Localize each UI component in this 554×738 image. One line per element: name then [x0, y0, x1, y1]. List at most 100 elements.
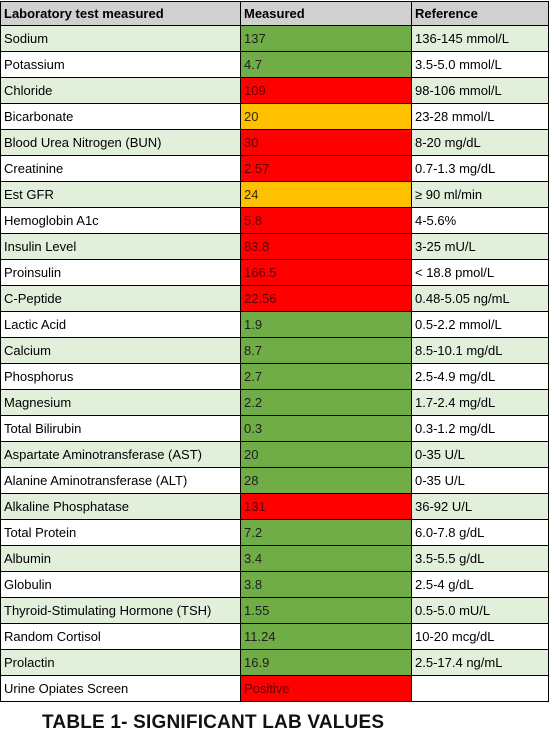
test-name-cell: Alkaline Phosphatase: [0, 493, 241, 520]
table-row: Hemoglobin A1c 5.8 4-5.6%: [0, 207, 549, 234]
measured-value-cell: 24: [240, 181, 412, 208]
test-name-cell: Urine Opiates Screen: [0, 675, 241, 702]
measured-value-cell: 2.57: [240, 155, 412, 182]
table-row: Proinsulin 166.5 < 18.8 pmol/L: [0, 259, 549, 286]
lab-values-table: Laboratory test measured Measured Refere…: [0, 1, 549, 702]
table-row: Aspartate Aminotransferase (AST) 20 0-35 U…: [0, 441, 549, 468]
measured-value-cell: 7.2: [240, 519, 412, 546]
reference-range-cell: 10-20 mcg/dL: [411, 623, 549, 650]
measured-value-cell: 20: [240, 441, 412, 468]
reference-range-cell: ≥ 90 ml/min: [411, 181, 549, 208]
table-row: Creatinine 2.57 0.7-1.3 mg/dL: [0, 155, 549, 182]
table-row: Alanine Aminotransferase (ALT) 28 0-35 U/L: [0, 467, 549, 494]
reference-range-cell: 2.5-4.9 mg/dL: [411, 363, 549, 390]
table-row: Phosphorus 2.7 2.5-4.9 mg/dL: [0, 363, 549, 390]
reference-range-cell: 98-106 mmol/L: [411, 77, 549, 104]
header-measured: Measured: [240, 1, 412, 26]
table-row: Alkaline Phosphatase 131 36-92 U/L: [0, 493, 549, 520]
test-name-cell: Insulin Level: [0, 233, 241, 260]
table-row: Total Protein 7.2 6.0-7.8 g/dL: [0, 519, 549, 546]
table-row: Thyroid-Stimulating Hormone (TSH) 1.55 0.5…: [0, 597, 549, 624]
reference-range-cell: 6.0-7.8 g/dL: [411, 519, 549, 546]
test-name-cell: Magnesium: [0, 389, 241, 416]
table-row: Bicarbonate 20 23-28 mmol/L: [0, 103, 549, 130]
reference-range-cell: 0-35 U/L: [411, 441, 549, 468]
measured-value-cell: 20: [240, 103, 412, 130]
reference-range-cell: 3-25 mU/L: [411, 233, 549, 260]
header-test: Laboratory test measured: [0, 1, 241, 26]
test-name-cell: Albumin: [0, 545, 241, 572]
reference-range-cell: 0.3-1.2 mg/dL: [411, 415, 549, 442]
reference-range-cell: 0.5-5.0 mU/L: [411, 597, 549, 624]
table-row: Potassium 4.7 3.5-5.0 mmol/L: [0, 51, 549, 78]
measured-value-cell: 8.7: [240, 337, 412, 364]
measured-value-cell: 131: [240, 493, 412, 520]
reference-range-cell: 0.5-2.2 mmol/L: [411, 311, 549, 338]
measured-value-cell: 28: [240, 467, 412, 494]
measured-value-cell: 0.3: [240, 415, 412, 442]
reference-range-cell: 3.5-5.5 g/dL: [411, 545, 549, 572]
header-reference: Reference: [411, 1, 549, 26]
reference-range-cell: 36-92 U/L: [411, 493, 549, 520]
reference-range-cell: 8.5-10.1 mg/dL: [411, 337, 549, 364]
test-name-cell: Bicarbonate: [0, 103, 241, 130]
table-body: Sodium 137 136-145 mmol/L Potassium 4.7 3.5-5…: [0, 25, 549, 702]
table-row: Insulin Level 83.8 3-25 mU/L: [0, 233, 549, 260]
table-row: Globulin 3.8 2.5-4 g/dL: [0, 571, 549, 598]
table-row: Calcium 8.7 8.5-10.1 mg/dL: [0, 337, 549, 364]
test-name-cell: Globulin: [0, 571, 241, 598]
reference-range-cell: 23-28 mmol/L: [411, 103, 549, 130]
reference-range-cell: [411, 675, 549, 702]
test-name-cell: Chloride: [0, 77, 241, 104]
table-row: Est GFR 24 ≥ 90 ml/min: [0, 181, 549, 208]
reference-range-cell: 0.7-1.3 mg/dL: [411, 155, 549, 182]
measured-value-cell: 30: [240, 129, 412, 156]
reference-range-cell: 2.5-17.4 ng/mL: [411, 649, 549, 676]
table-caption: TABLE 1- SIGNIFICANT LAB VALUES: [42, 712, 385, 733]
reference-range-cell: 136-145 mmol/L: [411, 25, 549, 52]
table-row: Random Cortisol 11.24 10-20 mcg/dL: [0, 623, 549, 650]
reference-range-cell: 2.5-4 g/dL: [411, 571, 549, 598]
reference-range-cell: 0-35 U/L: [411, 467, 549, 494]
header-row: Laboratory test measured Measured Refere…: [0, 1, 549, 26]
measured-value-cell: 22.56: [240, 285, 412, 312]
test-name-cell: Sodium: [0, 25, 241, 52]
test-name-cell: Prolactin: [0, 649, 241, 676]
test-name-cell: Total Protein: [0, 519, 241, 546]
test-name-cell: Total Bilirubin: [0, 415, 241, 442]
test-name-cell: Hemoglobin A1c: [0, 207, 241, 234]
table-row: Sodium 137 136-145 mmol/L: [0, 25, 549, 52]
measured-value-cell: 1.55: [240, 597, 412, 624]
table-row: Blood Urea Nitrogen (BUN) 30 8-20 mg/dL: [0, 129, 549, 156]
measured-value-cell: 16.9: [240, 649, 412, 676]
test-name-cell: Creatinine: [0, 155, 241, 182]
reference-range-cell: 0.48-5.05 ng/mL: [411, 285, 549, 312]
measured-value-cell: 166.5: [240, 259, 412, 286]
test-name-cell: Proinsulin: [0, 259, 241, 286]
table-row: Total Bilirubin 0.3 0.3-1.2 mg/dL: [0, 415, 549, 442]
table-row: Chloride 109 98-106 mmol/L: [0, 77, 549, 104]
test-name-cell: Phosphorus: [0, 363, 241, 390]
test-name-cell: Est GFR: [0, 181, 241, 208]
measured-value-cell: 83.8: [240, 233, 412, 260]
test-name-cell: Aspartate Aminotransferase (AST): [0, 441, 241, 468]
table-row: Magnesium 2.2 1.7-2.4 mg/dL: [0, 389, 549, 416]
table-header: Laboratory test measured Measured Refere…: [0, 1, 549, 26]
measured-value-cell: 5.8: [240, 207, 412, 234]
test-name-cell: Thyroid-Stimulating Hormone (TSH): [0, 597, 241, 624]
table-row: Prolactin 16.9 2.5-17.4 ng/mL: [0, 649, 549, 676]
table-row: C-Peptide 22.56 0.48-5.05 ng/mL: [0, 285, 549, 312]
table-row: Lactic Acid 1.9 0.5-2.2 mmol/L: [0, 311, 549, 338]
test-name-cell: Blood Urea Nitrogen (BUN): [0, 129, 241, 156]
measured-value-cell: 11.24: [240, 623, 412, 650]
test-name-cell: Lactic Acid: [0, 311, 241, 338]
reference-range-cell: 1.7-2.4 mg/dL: [411, 389, 549, 416]
test-name-cell: Calcium: [0, 337, 241, 364]
measured-value-cell: 2.2: [240, 389, 412, 416]
test-name-cell: C-Peptide: [0, 285, 241, 312]
measured-value-cell: 3.8: [240, 571, 412, 598]
measured-value-cell: Positive: [240, 675, 412, 702]
test-name-cell: Potassium: [0, 51, 241, 78]
table-row: Albumin 3.4 3.5-5.5 g/dL: [0, 545, 549, 572]
measured-value-cell: 137: [240, 25, 412, 52]
